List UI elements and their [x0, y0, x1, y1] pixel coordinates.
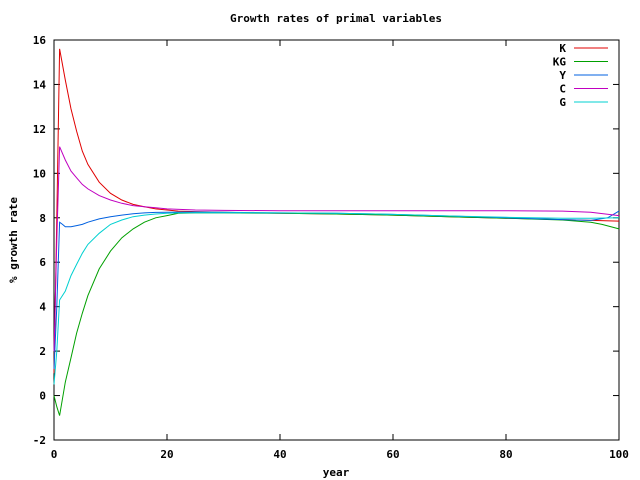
- y-tick-label: 12: [33, 123, 46, 136]
- series-line-kg: [53, 212, 620, 416]
- axis-ticks: -2 0 2 4 6 8 10 12 14 16 0 20 40 60 80 100: [33, 34, 629, 461]
- x-axis-label: year: [323, 466, 350, 479]
- y-tick-label: 16: [33, 34, 47, 47]
- y-tick-label: 8: [39, 212, 46, 225]
- series-lines: [53, 48, 620, 416]
- legend-label-c: C: [559, 83, 566, 96]
- series-line-y: [53, 210, 620, 369]
- y-tick-label: 10: [33, 167, 46, 180]
- x-tick-label: 0: [51, 448, 58, 461]
- legend-label-y: Y: [559, 69, 566, 82]
- x-tick-label: 40: [273, 448, 286, 461]
- legend-label-k: K: [559, 42, 566, 55]
- y-axis-label: % growth rate: [7, 197, 20, 283]
- series-line-g: [53, 212, 620, 385]
- x-tick-label: 100: [609, 448, 629, 461]
- x-tick-label: 80: [499, 448, 512, 461]
- chart-title: Growth rates of primal variables: [230, 12, 442, 25]
- x-tick-label: 20: [160, 448, 173, 461]
- legend-label-kg: KG: [553, 56, 567, 69]
- y-tick-label: 2: [39, 345, 46, 358]
- y-tick-label: 0: [39, 390, 46, 403]
- y-tick-label: 14: [33, 78, 47, 91]
- legend-label-g: G: [559, 96, 566, 109]
- x-tick-label: 60: [386, 448, 399, 461]
- series-line-c: [53, 146, 620, 352]
- y-tick-label: 4: [39, 301, 46, 314]
- y-tick-label: -2: [33, 434, 46, 447]
- plot-area-frame: [53, 39, 620, 441]
- y-tick-label: 6: [39, 256, 46, 269]
